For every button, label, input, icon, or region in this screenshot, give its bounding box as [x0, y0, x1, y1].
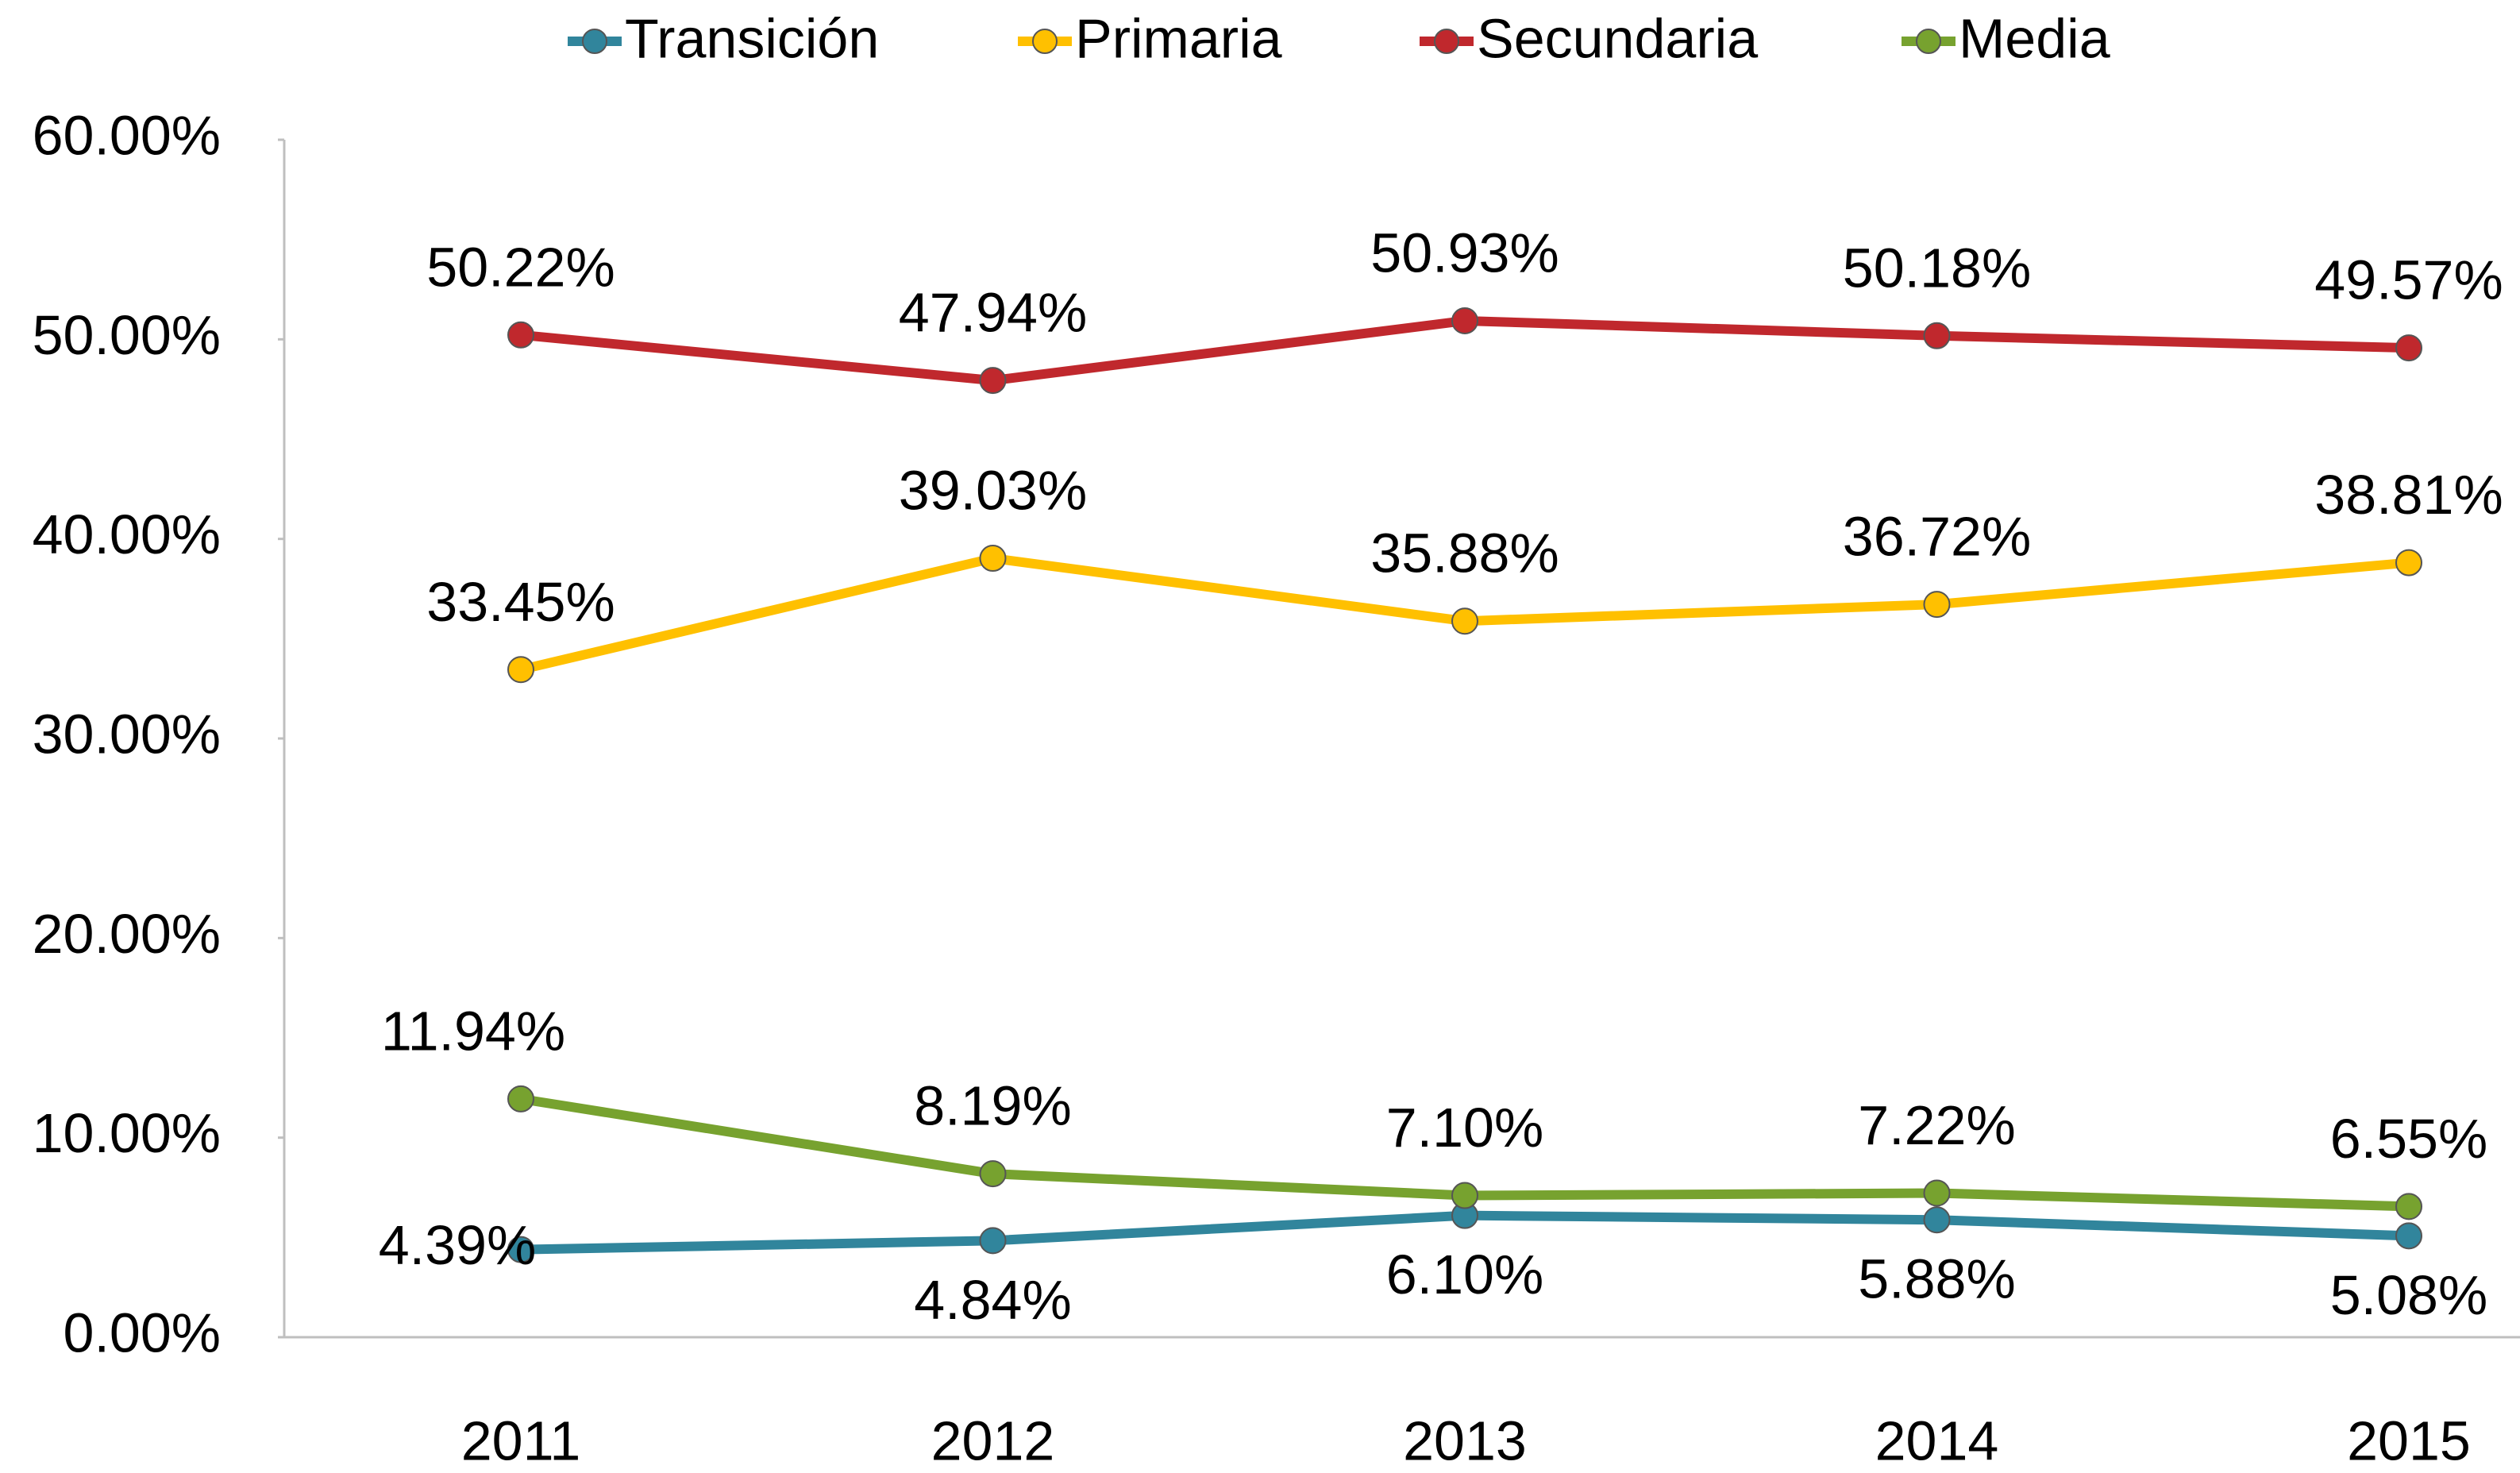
x-tick-label: 2013 [1403, 1409, 1527, 1471]
legend-marker [582, 29, 607, 54]
data-label: 38.81% [2314, 464, 2503, 526]
data-label: 49.57% [2314, 249, 2503, 311]
data-label: 7.22% [1858, 1094, 2015, 1156]
x-tick-label: 2014 [1875, 1409, 1999, 1471]
x-tick-label: 2011 [461, 1409, 581, 1471]
data-point [2395, 549, 2422, 576]
data-point [507, 1236, 534, 1263]
legend-label: Media [1959, 7, 2110, 69]
legend-label: Primaria [1075, 7, 1282, 69]
data-label: 6.55% [2330, 1108, 2487, 1170]
data-point [1451, 307, 1478, 334]
data-label: 5.88% [1858, 1248, 2015, 1310]
data-point [507, 1085, 534, 1112]
y-tick-label: 50.00% [33, 304, 221, 366]
data-point [979, 1227, 1007, 1255]
data-label: 33.45% [426, 571, 615, 633]
data-point [507, 321, 534, 349]
data-label: 4.84% [914, 1269, 1071, 1331]
data-point [1451, 1182, 1478, 1209]
legend-marker [1032, 29, 1058, 54]
y-tick-label: 30.00% [33, 703, 221, 765]
data-label: 50.93% [1370, 222, 1559, 283]
data-label: 50.18% [1843, 237, 2031, 299]
data-label: 47.94% [899, 282, 1087, 344]
data-point [1923, 1179, 1951, 1207]
data-label: 35.88% [1370, 522, 1559, 584]
data-label: 39.03% [899, 460, 1087, 522]
data-label: 8.19% [914, 1075, 1071, 1137]
data-label: 5.08% [2330, 1264, 2487, 1326]
y-tick-label: 10.00% [33, 1102, 221, 1164]
data-point [2395, 334, 2422, 362]
legend-label: Transición [625, 7, 879, 69]
data-point [2395, 1222, 2422, 1250]
x-tick-label: 2012 [931, 1409, 1055, 1471]
data-point [979, 367, 1007, 395]
data-point [1923, 1206, 1951, 1234]
data-label: 36.72% [1843, 506, 2031, 568]
data-point [507, 656, 534, 684]
data-point [1923, 591, 1951, 619]
data-label: 11.94% [381, 1000, 565, 1062]
legend-marker [1916, 29, 1941, 54]
data-point [2395, 1193, 2422, 1220]
legend-label: Secundaria [1477, 7, 1758, 69]
y-tick-label: 40.00% [33, 503, 221, 565]
x-tick-label: 2015 [2347, 1409, 2471, 1471]
legend-marker [1434, 29, 1459, 54]
data-label: 7.10% [1386, 1097, 1543, 1159]
data-point [1923, 322, 1951, 349]
y-tick-label: 0.00% [64, 1301, 221, 1363]
data-point [979, 1160, 1007, 1188]
y-tick-label: 60.00% [33, 104, 221, 166]
data-label: 4.39% [379, 1214, 536, 1276]
data-point [1451, 607, 1478, 635]
data-label: 50.22% [426, 236, 615, 298]
y-tick-label: 20.00% [33, 903, 221, 965]
data-point [979, 545, 1007, 573]
data-label: 6.10% [1386, 1244, 1543, 1305]
